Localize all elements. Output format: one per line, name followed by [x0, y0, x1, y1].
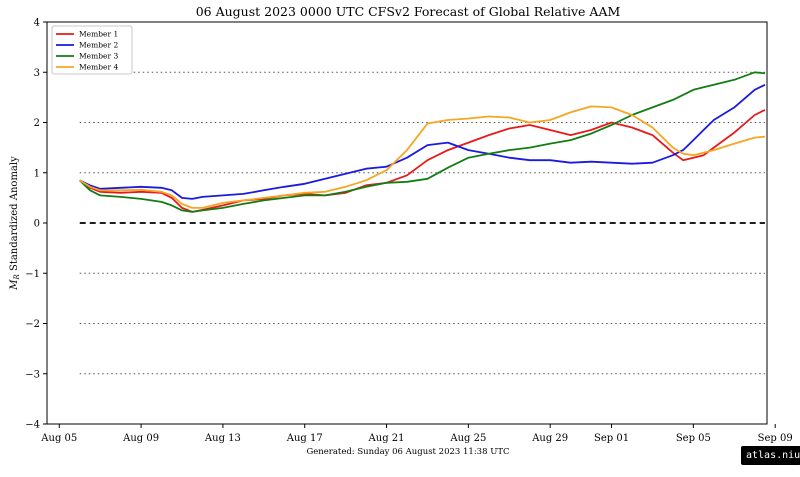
legend-label: Member 2 [79, 41, 118, 50]
y-tick-label: 2 [34, 118, 40, 129]
legend: Member 1 Member 2 Member 3 Member 4 [51, 25, 133, 75]
credit-badge[interactable]: atlas.niu.edu [741, 446, 800, 465]
series-line-member-1 [79, 109, 766, 213]
x-tick-label: Sep 09 [758, 433, 793, 444]
grid-lines [79, 71, 765, 375]
x-axis-ticks: Aug 05 Aug 09 Aug 13 Aug 17 Aug 21 Aug 25 Aug … [40, 424, 793, 444]
y-tick-label: 3 [34, 68, 40, 79]
legend-label: Member 1 [79, 30, 118, 39]
x-tick-label: Sep 05 [676, 433, 711, 444]
x-tick-label: Aug 25 [449, 433, 486, 444]
y-tick-label: 1 [34, 168, 40, 179]
y-tick-label: −2 [25, 319, 40, 330]
y-tick-label: −4 [25, 420, 40, 431]
legend-box [51, 25, 133, 75]
chart-title: 06 August 2023 0000 UTC CFSv2 Forecast o… [196, 4, 621, 19]
x-tick-label: Aug 29 [531, 433, 568, 444]
series-line-member-4 [79, 105, 766, 209]
x-tick-label: Aug 21 [368, 433, 405, 444]
generated-timestamp: Generated: Sunday 06 August 2023 11:38 U… [306, 447, 509, 457]
series-lines [79, 71, 766, 213]
x-tick-label: Aug 09 [122, 433, 159, 444]
legend-label: Member 4 [79, 63, 118, 72]
legend-label: Member 3 [79, 52, 118, 61]
x-tick-label: Aug 13 [204, 433, 241, 444]
series-line-member-2 [79, 83, 766, 200]
x-tick-label: Aug 05 [40, 433, 77, 444]
series-line-member-3 [79, 71, 766, 213]
y-tick-label: 0 [34, 219, 40, 230]
y-tick-label: −3 [25, 369, 40, 380]
y-axis-ticks: 4 3 2 1 0 −1 −2 −3 −4 [25, 18, 47, 431]
x-tick-label: Sep 01 [594, 433, 629, 444]
y-tick-label: 4 [34, 18, 40, 29]
y-tick-label: −1 [25, 269, 40, 280]
y-axis-label: MR Standardized Anomaly [9, 156, 21, 291]
x-tick-label: Aug 17 [286, 433, 323, 444]
